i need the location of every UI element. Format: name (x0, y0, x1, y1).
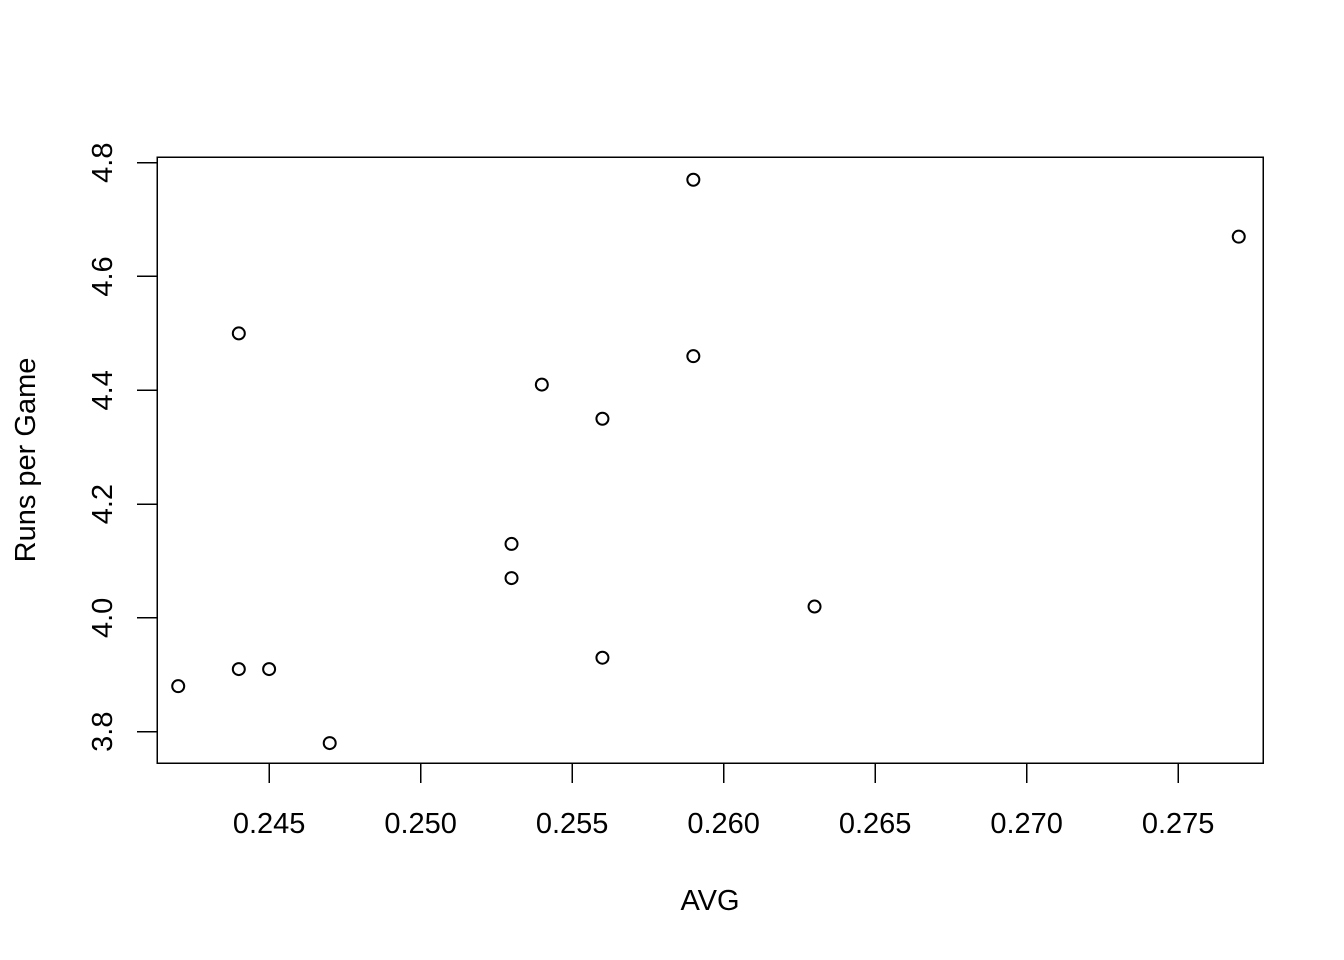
data-point (1231, 229, 1246, 244)
x-tick-label: 0.260 (687, 808, 760, 840)
x-tick-label: 0.270 (990, 808, 1063, 840)
data-point (231, 662, 246, 677)
x-tick-label: 0.250 (384, 808, 457, 840)
data-point (171, 679, 186, 694)
data-point (322, 736, 337, 751)
y-tick-label: 4.8 (87, 143, 119, 183)
y-tick-label: 4.2 (87, 484, 119, 524)
data-point (262, 662, 277, 677)
data-point (504, 536, 519, 551)
data-point (807, 599, 822, 614)
y-axis-title: Runs per Game (10, 358, 42, 563)
data-points (171, 172, 1246, 751)
x-tick-label: 0.275 (1142, 808, 1215, 840)
x-axis-title: AVG (680, 885, 739, 917)
data-point (686, 172, 701, 187)
y-tick-label: 3.8 (87, 712, 119, 752)
data-point (595, 650, 610, 665)
y-axis: 3.8 4.0 4.2 4.4 4.6 4.8 (87, 143, 158, 752)
y-tick-label: 4.0 (87, 598, 119, 638)
x-tick-label: 0.245 (233, 808, 306, 840)
data-point (231, 326, 246, 341)
y-tick-label: 4.6 (87, 256, 119, 296)
plot-frame (156, 156, 1264, 764)
data-point (534, 377, 549, 392)
x-tick-label: 0.265 (839, 808, 912, 840)
data-point (686, 349, 701, 364)
y-tick-label: 4.4 (87, 370, 119, 410)
x-axis: 0.245 0.250 0.255 0.260 0.265 0.270 0.275 (233, 762, 1215, 840)
data-point (504, 571, 519, 586)
data-point (595, 411, 610, 426)
x-tick-label: 0.255 (536, 808, 609, 840)
